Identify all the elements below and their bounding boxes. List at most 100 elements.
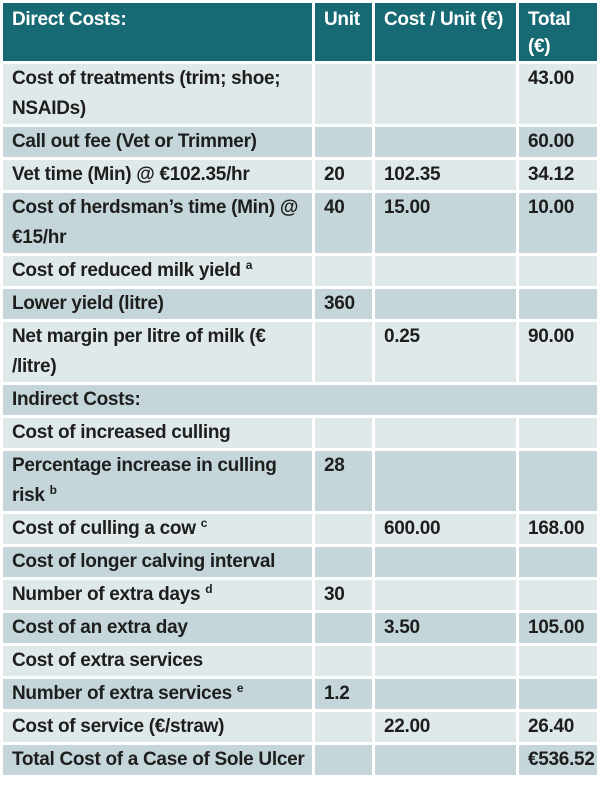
unit-cell	[315, 514, 372, 544]
unit-cell: 28	[315, 451, 372, 511]
cost-per-unit-cell	[375, 580, 516, 610]
cost-per-unit-cell: 15.00	[375, 193, 516, 253]
table-row: Vet time (Min) @ €102.35/hr 20 102.35 34.12	[3, 160, 597, 190]
table-row: Total Cost of a Case of Sole Ulcer €536.5…	[3, 745, 597, 775]
row-label-cell: Net margin per litre of milk (€ /litre)	[3, 322, 312, 382]
total-cell: 26.40	[519, 712, 597, 742]
row-label-cell: Cost of culling a cow c	[3, 514, 312, 544]
unit-cell	[315, 64, 372, 124]
unit-cell	[315, 322, 372, 382]
cost-per-unit-cell: 600.00	[375, 514, 516, 544]
unit-cell	[315, 613, 372, 643]
total-cell: 105.00	[519, 613, 597, 643]
table-row: Cost of an extra day 3.50 105.00	[3, 613, 597, 643]
row-label-cell: Cost of treatments (trim; shoe; NSAIDs)	[3, 64, 312, 124]
table-row: Cost of longer calving interval	[3, 547, 597, 577]
row-label-cell: Cost of longer calving interval	[3, 547, 312, 577]
table-row: Cost of extra services	[3, 646, 597, 676]
unit-cell	[315, 712, 372, 742]
row-label-cell: Number of extra services e	[3, 679, 312, 709]
row-label-cell: Percentage increase in culling risk b	[3, 451, 312, 511]
unit-cell	[315, 418, 372, 448]
cost-per-unit-cell	[375, 646, 516, 676]
table-body: Cost of treatments (trim; shoe; NSAIDs) 4…	[3, 64, 597, 775]
total-cell: 10.00	[519, 193, 597, 253]
cost-per-unit-cell	[375, 679, 516, 709]
total-cell	[519, 289, 597, 319]
row-label-cell: Cost of reduced milk yield a	[3, 256, 312, 286]
table-row: Net margin per litre of milk (€ /litre) 0…	[3, 322, 597, 382]
table-row: Cost of culling a cow c 600.00 168.00	[3, 514, 597, 544]
unit-cell	[315, 127, 372, 157]
total-cell	[519, 679, 597, 709]
row-label-cell: Number of extra days d	[3, 580, 312, 610]
footnote-marker: a	[245, 258, 253, 272]
table-row: Percentage increase in culling risk b 28	[3, 451, 597, 511]
cost-per-unit-cell	[375, 745, 516, 775]
footnote-marker: d	[205, 582, 213, 596]
row-label-cell: Vet time (Min) @ €102.35/hr	[3, 160, 312, 190]
row-label-cell: Cost of an extra day	[3, 613, 312, 643]
table-row: Cost of herdsman’s time (Min) @ €15/hr 40…	[3, 193, 597, 253]
cost-per-unit-cell	[375, 127, 516, 157]
col-header-unit: Unit	[315, 3, 372, 61]
table-row: Cost of reduced milk yield a	[3, 256, 597, 286]
unit-cell: 40	[315, 193, 372, 253]
footnote-marker: e	[236, 681, 244, 695]
header-row: Direct Costs: Unit Cost / Unit (€) Total…	[3, 3, 597, 61]
section-row: Indirect Costs:	[3, 385, 597, 415]
table-row: Cost of increased culling	[3, 418, 597, 448]
row-label-cell: Cost of service (€/straw)	[3, 712, 312, 742]
table-row: Call out fee (Vet or Trimmer) 60.00	[3, 127, 597, 157]
col-header-total: Total (€)	[519, 3, 597, 61]
cost-per-unit-cell	[375, 451, 516, 511]
table-row: Lower yield (litre) 360	[3, 289, 597, 319]
table-row: Number of extra services e 1.2	[3, 679, 597, 709]
footnote-marker: c	[200, 516, 208, 530]
total-cell	[519, 547, 597, 577]
unit-cell	[315, 256, 372, 286]
total-cell: 60.00	[519, 127, 597, 157]
row-label-cell: Total Cost of a Case of Sole Ulcer	[3, 745, 312, 775]
cost-per-unit-cell	[375, 418, 516, 448]
row-label-cell: Cost of extra services	[3, 646, 312, 676]
total-cell: 43.00	[519, 64, 597, 124]
unit-cell: 30	[315, 580, 372, 610]
cost-per-unit-cell	[375, 289, 516, 319]
table-row: Cost of treatments (trim; shoe; NSAIDs) 4…	[3, 64, 597, 124]
total-cell	[519, 580, 597, 610]
row-label-cell: Cost of herdsman’s time (Min) @ €15/hr	[3, 193, 312, 253]
unit-cell: 20	[315, 160, 372, 190]
total-cell: 34.12	[519, 160, 597, 190]
col-header-direct-costs: Direct Costs:	[3, 3, 312, 61]
unit-cell: 1.2	[315, 679, 372, 709]
unit-cell: 360	[315, 289, 372, 319]
total-cell: 168.00	[519, 514, 597, 544]
row-label-cell: Cost of increased culling	[3, 418, 312, 448]
cost-per-unit-cell: 22.00	[375, 712, 516, 742]
section-label-cell: Indirect Costs:	[3, 385, 597, 415]
total-cell	[519, 418, 597, 448]
unit-cell	[315, 646, 372, 676]
unit-cell	[315, 745, 372, 775]
cost-per-unit-cell: 0.25	[375, 322, 516, 382]
total-cell: 90.00	[519, 322, 597, 382]
row-label-cell: Lower yield (litre)	[3, 289, 312, 319]
table-row: Cost of service (€/straw) 22.00 26.40	[3, 712, 597, 742]
cost-per-unit-cell	[375, 256, 516, 286]
table-row: Number of extra days d 30	[3, 580, 597, 610]
cost-per-unit-cell: 3.50	[375, 613, 516, 643]
col-header-cost-per-unit: Cost / Unit (€)	[375, 3, 516, 61]
total-cell: €536.52	[519, 745, 597, 775]
footnote-marker: b	[49, 483, 57, 497]
cost-per-unit-cell	[375, 64, 516, 124]
row-label-cell: Call out fee (Vet or Trimmer)	[3, 127, 312, 157]
unit-cell	[315, 547, 372, 577]
cost-per-unit-cell	[375, 547, 516, 577]
total-cell	[519, 256, 597, 286]
total-cell	[519, 451, 597, 511]
cost-per-unit-cell: 102.35	[375, 160, 516, 190]
total-cell	[519, 646, 597, 676]
